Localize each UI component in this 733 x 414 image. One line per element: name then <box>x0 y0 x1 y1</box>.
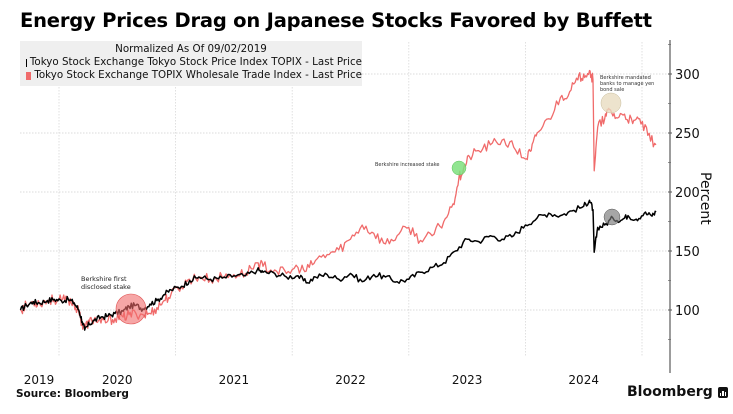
x-tick-label: 2022 <box>335 373 366 387</box>
source-note: Source: Bloomberg <box>16 388 129 400</box>
y-axis: 100 150 200 250 300 Percent <box>668 40 713 373</box>
annotation-circle-yen-bond-black <box>603 208 621 226</box>
y-tick-label: 150 <box>675 245 700 260</box>
legend-label-topix: Tokyo Stock Exchange Tokyo Stock Price I… <box>29 56 362 68</box>
legend-swatch-black <box>26 58 27 67</box>
annotation-text-first-stake: Berkshire first <box>81 275 127 283</box>
series-line-topix <box>19 199 657 331</box>
annotation-circle-yen-bond-red <box>600 92 622 114</box>
bloomberg-logo-icon <box>717 386 728 398</box>
x-tick-label: 2024 <box>568 373 599 387</box>
y-tick-label: 250 <box>675 127 700 142</box>
series-lines <box>19 69 657 331</box>
x-tick-label: 2020 <box>102 373 133 387</box>
annotation-text-increased-stake: Berkshire increased stake <box>375 162 440 168</box>
x-tick-label: 2021 <box>219 373 250 387</box>
x-axis: 2019 2020 2021 2022 2023 2024 <box>24 373 599 387</box>
y-tick-label: 300 <box>675 68 700 83</box>
annotation-text-yen-bond: banks to manage yen <box>600 81 654 87</box>
chart-title: Energy Prices Drag on Japanese Stocks Fa… <box>20 9 652 32</box>
annotation-text-yen-bond: Berkshire mandated <box>600 75 651 81</box>
series-line-wholesale <box>20 69 657 330</box>
bloomberg-brand: Bloomberg <box>627 384 728 400</box>
x-tick-label: 2023 <box>452 373 483 387</box>
legend-label-wholesale: Tokyo Stock Exchange TOPIX Wholesale Tra… <box>34 69 362 81</box>
legend: Normalized As Of 09/02/2019 Tokyo Stock … <box>20 41 362 86</box>
brand-name: Bloomberg <box>627 384 713 400</box>
y-tick-label: 200 <box>675 186 700 201</box>
y-axis-label: Percent <box>697 172 713 225</box>
legend-item-wholesale: Tokyo Stock Exchange TOPIX Wholesale Tra… <box>26 69 362 82</box>
legend-header: Normalized As Of 09/02/2019 <box>115 43 267 55</box>
legend-item-topix: Tokyo Stock Exchange Tokyo Stock Price I… <box>26 56 362 69</box>
annotation-circle-first-stake <box>115 293 147 325</box>
annotation-circle-increased-stake <box>451 160 467 176</box>
annotation-text-yen-bond: bond sale <box>600 87 624 93</box>
annotation-text-first-stake: disclosed stake <box>81 283 131 291</box>
legend-swatch-red <box>26 71 32 80</box>
x-tick-label: 2019 <box>24 373 55 387</box>
y-tick-label: 100 <box>675 304 700 319</box>
